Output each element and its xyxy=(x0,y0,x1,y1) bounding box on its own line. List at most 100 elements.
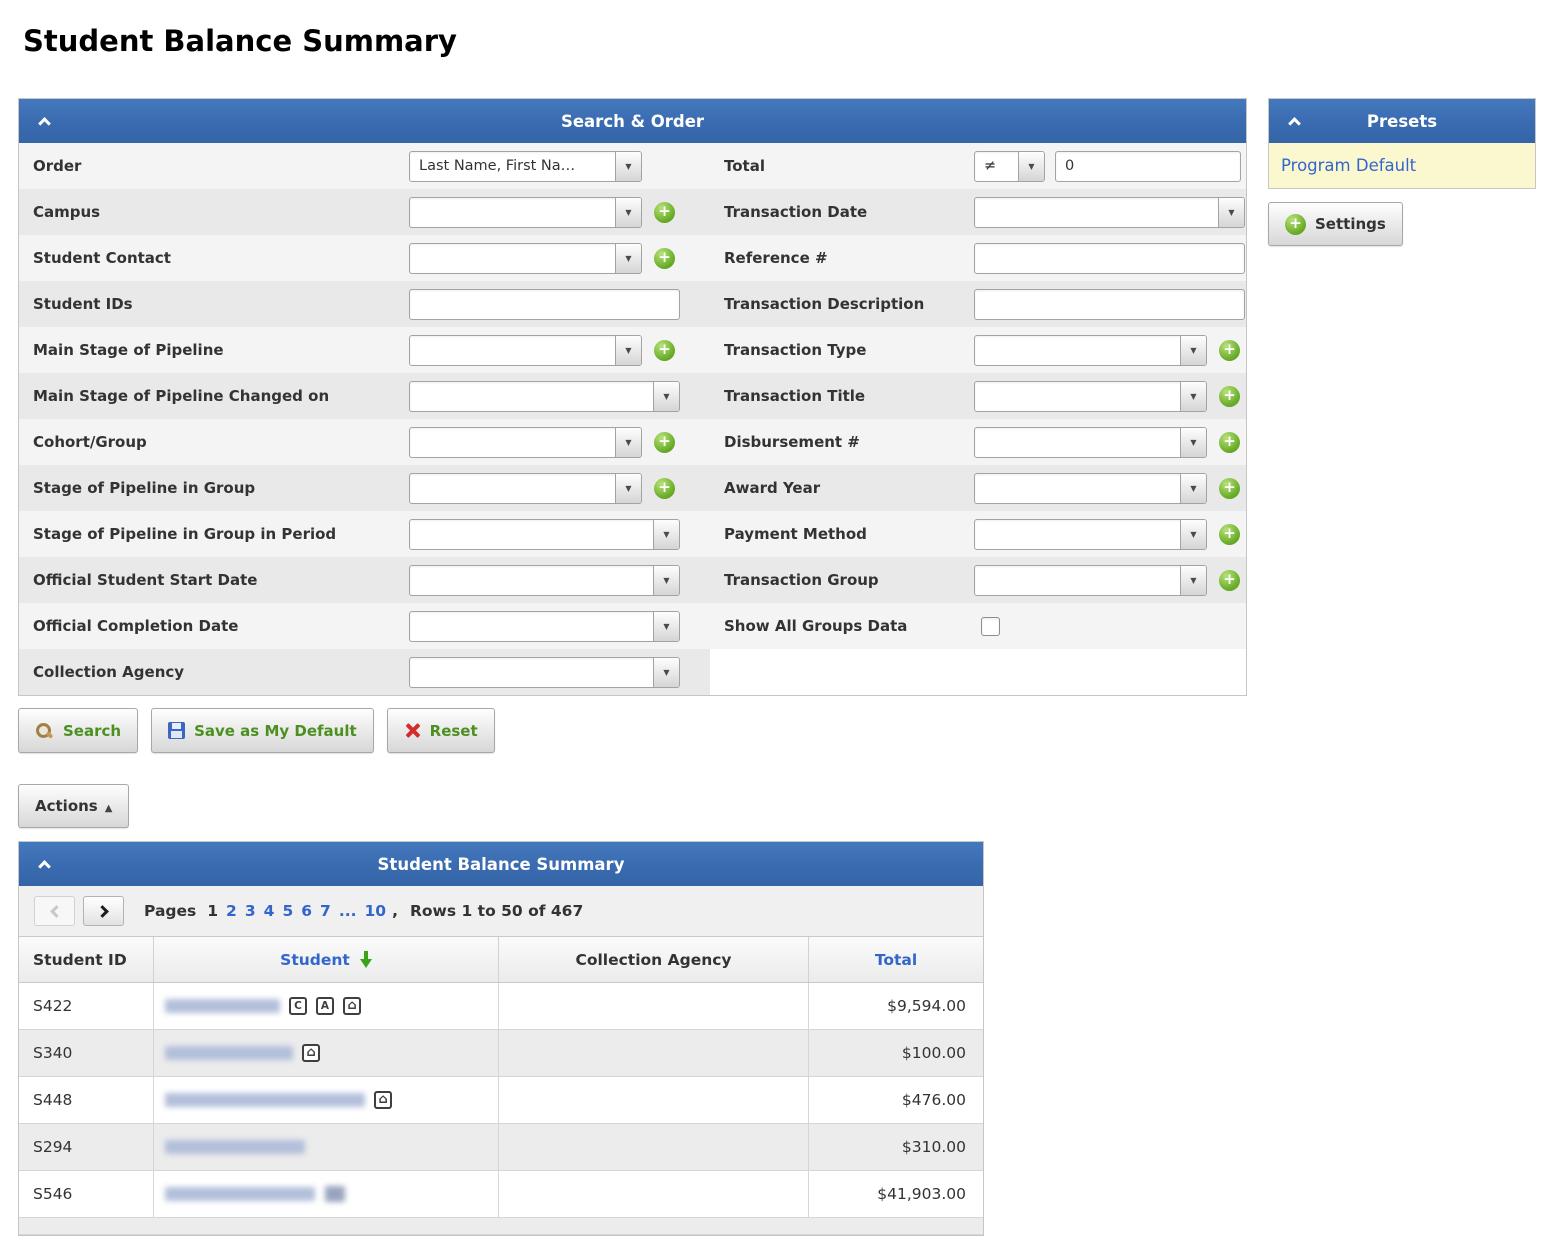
page-ellipsis: ... xyxy=(338,902,357,920)
total-input[interactable] xyxy=(1055,150,1241,182)
chevron-down-icon xyxy=(615,473,641,503)
student-contact-add-icon[interactable] xyxy=(654,247,675,269)
label-text: Campus xyxy=(33,203,101,221)
chevron-down-icon xyxy=(653,519,679,549)
campus-add-icon[interactable] xyxy=(654,201,675,223)
chevron-down-icon xyxy=(615,151,641,181)
student-name-redacted[interactable] xyxy=(165,999,280,1013)
contact-badge-icon[interactable]: C xyxy=(289,997,307,1015)
column-header-student[interactable]: Student xyxy=(154,937,499,982)
transaction-description-control xyxy=(972,281,1246,327)
collapse-presets-panel-button[interactable] xyxy=(1283,110,1305,132)
stage-in-group-add-icon[interactable] xyxy=(654,477,675,499)
page-link[interactable]: 6 xyxy=(301,902,313,920)
campus-label: Campus xyxy=(19,189,407,235)
preset-link[interactable]: Program Default xyxy=(1281,156,1417,175)
student-name-redacted[interactable] xyxy=(165,1046,293,1060)
transaction-group-control xyxy=(972,557,1246,603)
search-button[interactable]: Search xyxy=(18,708,139,753)
label-text: Official Student Start Date xyxy=(33,571,258,589)
contact-badge-icon[interactable]: A xyxy=(316,997,334,1015)
reset-button[interactable]: Reset xyxy=(386,708,495,753)
settings-button[interactable]: Settings xyxy=(1268,202,1403,246)
collapse-results-panel-button[interactable] xyxy=(33,853,55,875)
label-text: Stage of Pipeline in Group in Period xyxy=(33,525,337,543)
student-name-redacted[interactable] xyxy=(165,1140,305,1154)
label-text: Cohort/Group xyxy=(33,433,147,451)
transaction-date-select[interactable] xyxy=(974,196,1245,228)
main-stage-add-icon[interactable] xyxy=(654,339,675,361)
award-year-value xyxy=(975,474,1180,503)
stage-in-group-control xyxy=(407,465,710,511)
preset-item-program-default[interactable]: Program Default xyxy=(1269,143,1535,188)
campus-control xyxy=(407,189,710,235)
main-stage-changed-value xyxy=(410,382,653,411)
disbursement-add-icon[interactable] xyxy=(1219,431,1240,453)
transaction-type-add-icon[interactable] xyxy=(1219,339,1240,361)
student-name-redacted[interactable] xyxy=(165,1093,365,1107)
page-link[interactable]: 2 xyxy=(226,902,237,920)
form-row: Official Student Start Date Transaction … xyxy=(19,557,1246,603)
main-stage-select[interactable] xyxy=(409,334,642,366)
transaction-title-select[interactable] xyxy=(974,380,1207,412)
table-row: S340 $100.00 xyxy=(19,1030,983,1077)
label-text: Main Stage of Pipeline xyxy=(33,341,224,359)
transaction-title-add-icon[interactable] xyxy=(1219,385,1240,407)
chevron-down-icon xyxy=(653,565,679,595)
stage-in-group-period-control xyxy=(407,511,710,557)
stage-in-group-select[interactable] xyxy=(409,472,642,504)
home-icon[interactable] xyxy=(302,1044,320,1062)
award-year-add-icon[interactable] xyxy=(1219,477,1240,499)
official-start-date-select[interactable] xyxy=(409,564,680,596)
transaction-type-select[interactable] xyxy=(974,334,1207,366)
page-link[interactable]: 5 xyxy=(282,902,294,920)
campus-select[interactable] xyxy=(409,196,642,228)
order-select[interactable]: Last Name, First Na… xyxy=(409,150,642,182)
main-stage-value xyxy=(410,336,615,365)
cohort-group-select[interactable] xyxy=(409,426,642,458)
student-ids-input[interactable] xyxy=(409,288,680,320)
chevron-down-icon xyxy=(1180,381,1206,411)
form-row: Main Stage of Pipeline Transaction Type xyxy=(19,327,1246,373)
disbursement-select[interactable] xyxy=(974,426,1207,458)
search-button-label: Search xyxy=(63,721,122,740)
transaction-description-input[interactable] xyxy=(974,288,1245,320)
student-contact-control xyxy=(407,235,710,281)
main-stage-label: Main Stage of Pipeline xyxy=(19,327,407,373)
official-completion-date-select[interactable] xyxy=(409,610,680,642)
chevron-right-icon xyxy=(95,904,109,918)
next-page-button[interactable] xyxy=(83,896,124,926)
total-operator-select[interactable]: ≠ xyxy=(974,150,1045,182)
actions-button[interactable]: Actions xyxy=(18,784,130,828)
main-stage-changed-control xyxy=(407,373,710,419)
award-year-select[interactable] xyxy=(974,472,1207,504)
stage-in-group-period-select[interactable] xyxy=(409,518,680,550)
presets-header: Presets xyxy=(1269,99,1535,143)
save-as-default-button[interactable]: Save as My Default xyxy=(151,708,374,753)
payment-method-add-icon[interactable] xyxy=(1219,523,1240,545)
collapse-search-panel-button[interactable] xyxy=(33,110,55,132)
main-stage-changed-select[interactable] xyxy=(409,380,680,412)
payment-method-select[interactable] xyxy=(974,518,1207,550)
chevron-down-icon xyxy=(615,427,641,457)
collection-agency-cell xyxy=(499,983,809,1029)
last-page-link[interactable]: 10 xyxy=(364,902,387,920)
transaction-group-add-icon[interactable] xyxy=(1219,569,1240,591)
student-name-redacted[interactable] xyxy=(165,1187,315,1201)
student-contact-select[interactable] xyxy=(409,242,642,274)
stage-in-group-period-label: Stage of Pipeline in Group in Period xyxy=(19,511,407,557)
transaction-group-select[interactable] xyxy=(974,564,1207,596)
collection-agency-select[interactable] xyxy=(409,656,680,688)
show-all-groups-label: Show All Groups Data xyxy=(710,603,972,649)
show-all-groups-checkbox[interactable] xyxy=(981,616,1000,636)
cohort-group-add-icon[interactable] xyxy=(654,431,675,453)
column-header-total[interactable]: Total xyxy=(809,937,983,982)
page-link[interactable]: 4 xyxy=(263,902,275,920)
home-icon[interactable] xyxy=(374,1091,392,1109)
reference-input[interactable] xyxy=(974,242,1245,274)
prev-page-button[interactable] xyxy=(34,896,75,926)
save-as-default-label: Save as My Default xyxy=(194,721,357,740)
page-link[interactable]: 7 xyxy=(320,902,331,920)
page-link[interactable]: 3 xyxy=(244,902,256,920)
home-icon[interactable] xyxy=(343,997,361,1015)
